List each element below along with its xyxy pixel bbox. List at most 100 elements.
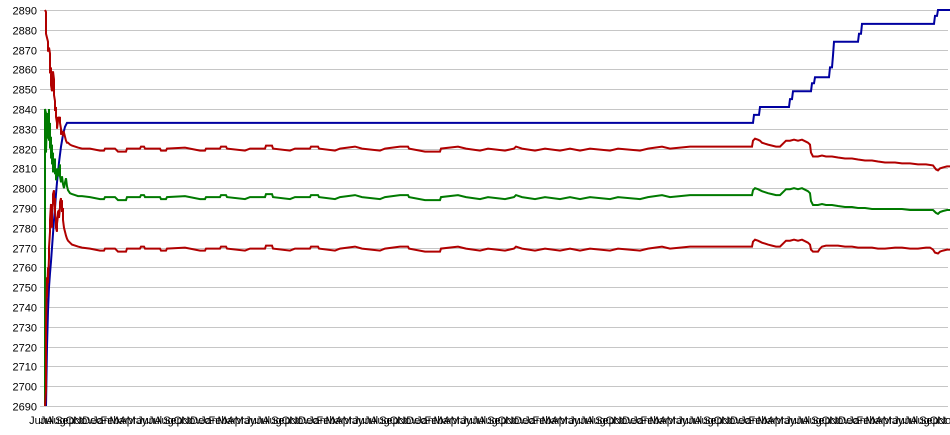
x-axis-tick-label: Jun (569, 415, 587, 427)
x-axis-tick-label: Oct (281, 415, 298, 427)
x-axis-tick-label: Jun (785, 415, 803, 427)
y-axis-tick-label: 2850 (13, 85, 37, 97)
series-red-lower-line (44, 189, 950, 407)
x-axis-tick-label: Sep (163, 415, 183, 427)
x-axis-tick-label: Jan (632, 415, 650, 427)
x-axis-tick-label: Mar (542, 415, 561, 427)
x-axis-tick-label: Aug (154, 415, 174, 427)
x-axis-tick-label: Apr (335, 415, 352, 427)
x-axis-tick-label: Mar (326, 415, 345, 427)
x-axis-tick-label: Nov (829, 415, 849, 427)
x-axis-tick-label: Sep (811, 415, 831, 427)
y-axis-tick-label: 2800 (13, 184, 37, 196)
x-axis-tick-label: Feb (533, 415, 552, 427)
x-axis-tick-label: Oct (929, 415, 946, 427)
x-axis-tick-label: Dec (190, 415, 210, 427)
x-axis-tick-label: Aug (262, 415, 282, 427)
x-axis-tick-label: Sep (55, 415, 75, 427)
x-axis-tick-label: Nov (73, 415, 93, 427)
x-axis-tick-label: Sep (919, 415, 939, 427)
x-axis-tick-label: Jun (893, 415, 911, 427)
x-axis-tick-label: Nov (505, 415, 525, 427)
x-axis-tick-label: Feb (101, 415, 120, 427)
x-axis-tick-label: May (235, 415, 256, 427)
x-axis-tick-label: Sep (703, 415, 723, 427)
x-axis-tick-label: Oct (65, 415, 82, 427)
x-axis-tick-label: Dec (406, 415, 426, 427)
x-axis-tick-label: Aug (478, 415, 498, 427)
x-axis-tick-label: Nov (397, 415, 417, 427)
x-axis-tick-label: Sep (379, 415, 399, 427)
x-axis-tick-label: Feb (425, 415, 444, 427)
y-axis-tick-label: 2760 (13, 263, 37, 275)
x-axis-tick-label: Aug (586, 415, 606, 427)
x-axis-tick-label: Jan (200, 415, 218, 427)
y-axis-tick-label: 2870 (13, 46, 37, 58)
x-axis-tick-label: Jun (461, 415, 479, 427)
y-axis-tick-label: 2840 (13, 105, 37, 117)
x-axis-tick-label: Jul (148, 415, 162, 427)
x-axis-tick-label: Apr (119, 415, 136, 427)
x-axis-tick-label: May (343, 415, 364, 427)
x-axis-tick-label: Jul (472, 415, 486, 427)
x-axis-tick-label: Sep (487, 415, 507, 427)
y-axis-tick-label: 2730 (13, 323, 37, 335)
series-red-upper-line (44, 9, 950, 172)
x-axis-tick-label: Nov (937, 415, 950, 427)
x-axis-tick-label: May (667, 415, 688, 427)
x-axis-tick-label: Jul (40, 415, 54, 427)
x-axis-tick-label: Jul (364, 415, 378, 427)
x-axis-tick-label: Oct (605, 415, 622, 427)
x-axis-tick-label: Jul (580, 415, 594, 427)
x-axis-tick-label: Apr (551, 415, 568, 427)
x-axis-tick-label: Jan (308, 415, 326, 427)
y-axis-tick-label: 2740 (13, 303, 37, 315)
x-axis-tick-label: Aug (370, 415, 390, 427)
x-axis-tick-label: Oct (497, 415, 514, 427)
x-axis-tick-label: Mar (866, 415, 885, 427)
x-axis-tick-label: Jul (796, 415, 810, 427)
x-axis-tick-label: Feb (857, 415, 876, 427)
y-axis-tick-label: 2780 (13, 224, 37, 236)
x-axis-tick-label: Dec (298, 415, 318, 427)
x-axis-tick-label: Aug (46, 415, 66, 427)
y-axis-tick-label: 2750 (13, 283, 37, 295)
x-axis-tick-label: Apr (875, 415, 892, 427)
x-axis-tick-label: Feb (317, 415, 336, 427)
x-axis-tick-label: Oct (173, 415, 190, 427)
x-axis-tick-label: Jan (92, 415, 110, 427)
x-axis-tick-label: Sep (595, 415, 615, 427)
x-axis-tick-label: Feb (209, 415, 228, 427)
y-axis-tick-label: 2820 (13, 145, 37, 157)
x-axis-tick-label: Jul (256, 415, 270, 427)
y-axis-tick-label: 2710 (13, 362, 37, 374)
x-axis-tick-label: Mar (434, 415, 453, 427)
y-axis-tick-label: 2830 (13, 125, 37, 137)
x-axis-tick-label: Jun (137, 415, 155, 427)
series-green-mid-line (44, 108, 950, 406)
y-axis-tick-label: 2860 (13, 65, 37, 77)
x-axis-tick-label: Jul (688, 415, 702, 427)
x-axis-tick-label: Jun (29, 415, 47, 427)
x-axis-tick-label: Nov (721, 415, 741, 427)
x-axis-tick-label: Nov (613, 415, 633, 427)
x-axis-tick-label: Apr (659, 415, 676, 427)
x-axis-tick-label: Sep (271, 415, 291, 427)
x-axis-tick-label: May (775, 415, 796, 427)
x-axis-tick-label: Aug (694, 415, 714, 427)
x-axis-tick-label: Nov (289, 415, 309, 427)
x-axis-tick-label: Dec (514, 415, 534, 427)
x-axis-tick-label: Mar (218, 415, 237, 427)
y-axis-tick-label: 2810 (13, 164, 37, 176)
y-axis-tick-label: 2890 (13, 6, 37, 18)
x-axis-tick-label: Dec (730, 415, 750, 427)
x-axis-tick-label: May (451, 415, 472, 427)
x-axis-tick-label: Dec (838, 415, 858, 427)
x-axis-tick-label: Mar (758, 415, 777, 427)
x-axis-tick-label: Aug (910, 415, 930, 427)
x-axis-tick-label: May (127, 415, 148, 427)
x-axis-tick-label: Oct (821, 415, 838, 427)
x-axis-tick-label: Jan (848, 415, 866, 427)
